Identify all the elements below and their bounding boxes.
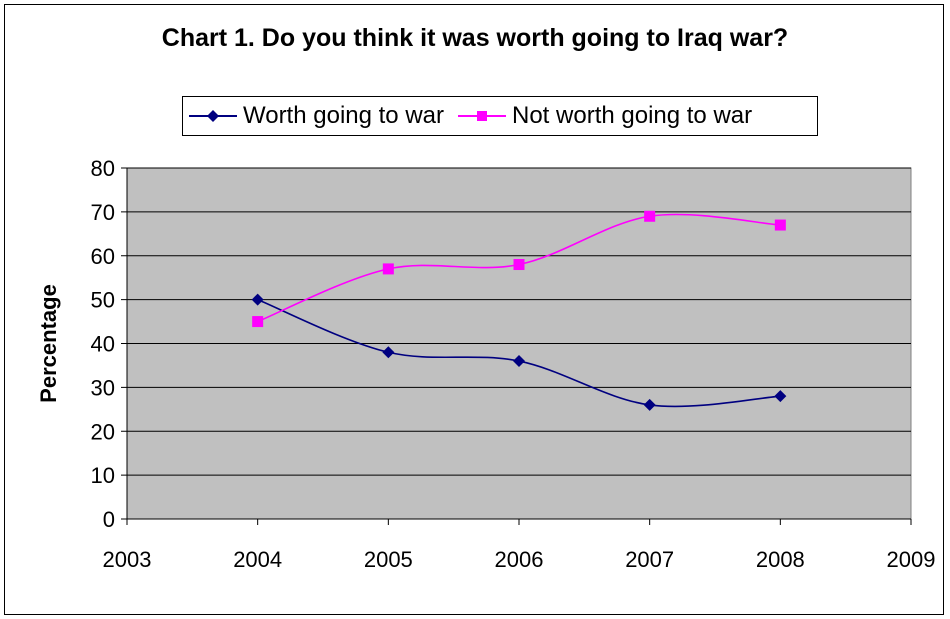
series-1-point-2008 xyxy=(774,219,786,231)
series-1-point-2007 xyxy=(644,210,656,222)
series-1-point-2005 xyxy=(382,263,394,275)
y-tick-label-60: 60 xyxy=(91,244,115,269)
series-0-point-2007 xyxy=(643,398,656,411)
x-tick-label-2009: 2009 xyxy=(887,547,936,572)
y-tick-label-10: 10 xyxy=(91,463,115,488)
x-tick-label-2007: 2007 xyxy=(625,547,674,572)
y-tick-label-0: 0 xyxy=(103,507,115,532)
y-tick-label-40: 40 xyxy=(91,332,115,357)
x-tick-label-2004: 2004 xyxy=(233,547,282,572)
y-tick-label-50: 50 xyxy=(91,288,115,313)
y-axis-label: Percentage xyxy=(36,284,61,403)
series-1-point-2006 xyxy=(513,259,525,271)
legend-label-worth: Worth going to war xyxy=(243,102,444,129)
x-tick-label-2003: 2003 xyxy=(103,547,152,572)
x-tick-label-2008: 2008 xyxy=(756,547,805,572)
chart-title: Chart 1. Do you think it was worth going… xyxy=(161,24,789,52)
series-1-point-2004 xyxy=(252,316,264,328)
series-0-point-2008 xyxy=(774,390,787,403)
series-0-point-2006 xyxy=(513,355,525,368)
legend-marker-diamond xyxy=(189,110,237,122)
y-tick-label-80: 80 xyxy=(91,156,115,181)
series-0-point-2004 xyxy=(251,293,264,306)
y-tick-label-30: 30 xyxy=(91,375,115,400)
legend-item-not-worth: Not worth going to war xyxy=(458,102,752,130)
legend: Worth going to war Not worth going to wa… xyxy=(182,96,818,136)
legend-marker-square xyxy=(458,111,506,121)
y-tick-label-20: 20 xyxy=(91,419,115,444)
y-tick-label-70: 70 xyxy=(91,200,115,225)
series-0-point-2005 xyxy=(382,346,395,359)
x-tick-label-2006: 2006 xyxy=(495,547,544,572)
x-tick-label-2005: 2005 xyxy=(364,547,413,572)
legend-label-not-worth: Not worth going to war xyxy=(512,102,753,129)
legend-item-worth: Worth going to war xyxy=(189,102,444,130)
